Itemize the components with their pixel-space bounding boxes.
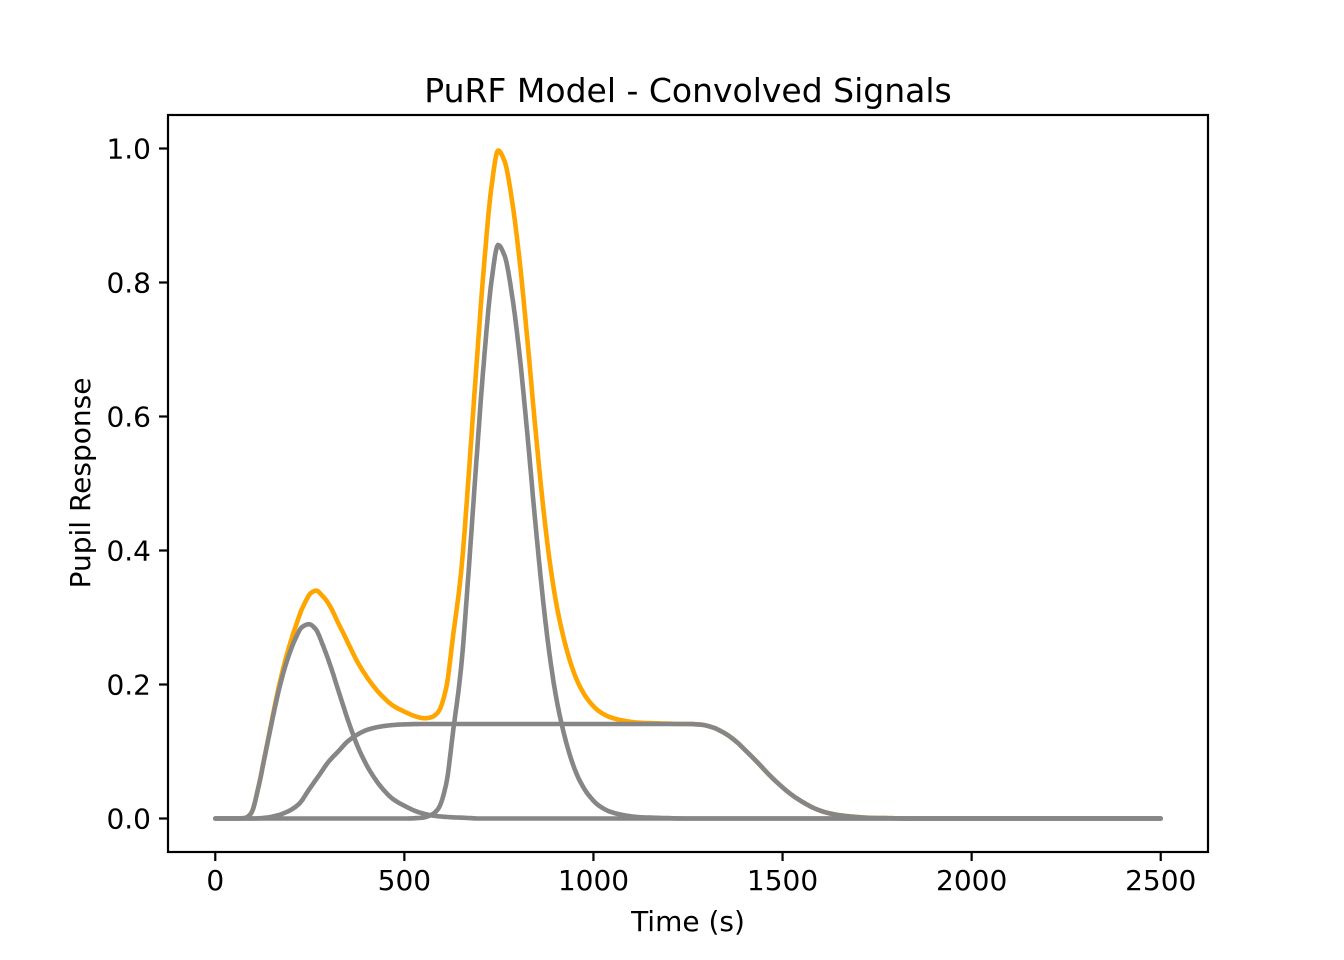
x-tick-label: 2000 xyxy=(936,864,1007,897)
chart-title: PuRF Model - Convolved Signals xyxy=(424,71,951,110)
convolved-sum-line xyxy=(213,148,1163,821)
y-tick-label: 0.6 xyxy=(106,401,151,434)
x-tick-label: 500 xyxy=(378,864,431,897)
y-tick-label: 0.2 xyxy=(106,669,151,702)
x-tick-label: 1500 xyxy=(747,864,818,897)
y-axis-label: Pupil Response xyxy=(64,378,97,589)
x-tick-label: 1000 xyxy=(558,864,629,897)
x-axis-label: Time (s) xyxy=(630,905,745,938)
y-tick-label: 0.8 xyxy=(106,267,151,300)
y-tick-label: 1.0 xyxy=(106,133,151,166)
x-tick-label: 2500 xyxy=(1125,864,1196,897)
sustained-component-line xyxy=(213,721,1163,821)
x-tick-label: 0 xyxy=(206,864,224,897)
y-tick-label: 0.4 xyxy=(106,535,151,568)
axes-spines xyxy=(166,113,1210,854)
transient-component-1-line xyxy=(213,621,1163,821)
y-tick-label: 0.0 xyxy=(106,803,151,836)
